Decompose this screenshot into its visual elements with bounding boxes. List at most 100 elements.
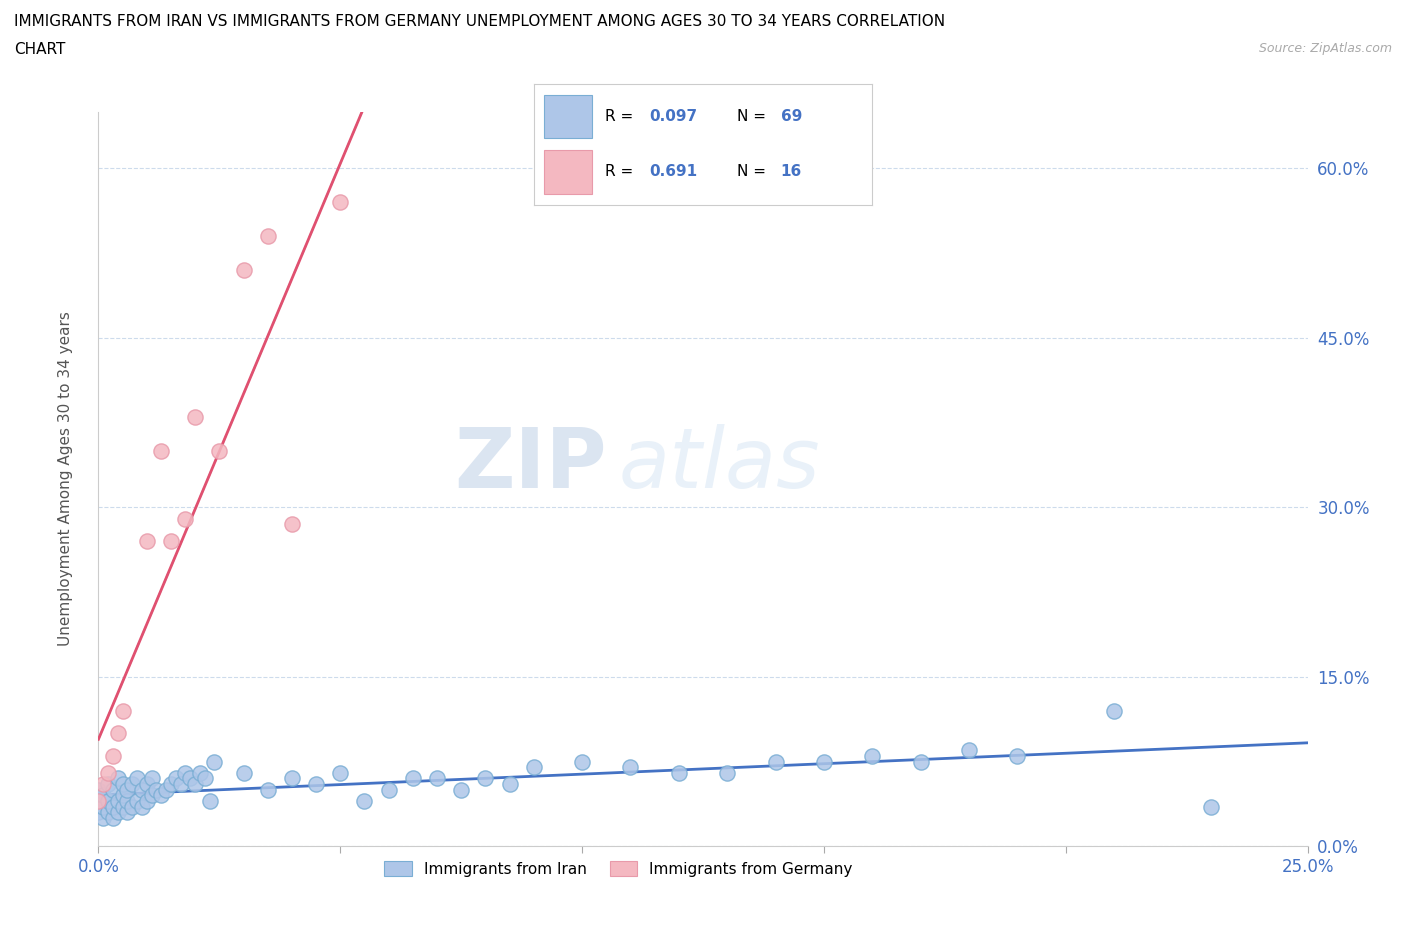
- Point: [107, 725, 129, 740]
- Point: [145, 782, 167, 797]
- Point: [305, 777, 328, 791]
- Point: [498, 777, 520, 791]
- Point: [135, 534, 157, 549]
- Point: [117, 782, 139, 797]
- Point: [87, 805, 110, 820]
- Point: [329, 194, 352, 209]
- Legend: Immigrants from Iran, Immigrants from Germany: Immigrants from Iran, Immigrants from Ge…: [378, 855, 859, 883]
- Point: [135, 793, 157, 808]
- Point: [117, 793, 139, 808]
- Point: [232, 765, 254, 780]
- Point: [1102, 703, 1125, 718]
- Point: [256, 229, 278, 244]
- Point: [91, 811, 114, 826]
- Y-axis label: Unemployment Among Ages 30 to 34 years: Unemployment Among Ages 30 to 34 years: [58, 312, 73, 646]
- Point: [329, 765, 352, 780]
- Point: [141, 771, 163, 786]
- Text: ZIP: ZIP: [454, 424, 606, 505]
- Point: [97, 765, 120, 780]
- Point: [402, 771, 425, 786]
- Point: [101, 782, 124, 797]
- Point: [121, 799, 143, 814]
- Point: [198, 793, 221, 808]
- Point: [668, 765, 690, 780]
- Point: [194, 771, 217, 786]
- Text: 0.097: 0.097: [650, 109, 697, 124]
- Point: [256, 782, 278, 797]
- Point: [426, 771, 449, 786]
- Point: [150, 788, 173, 803]
- Point: [91, 788, 114, 803]
- Bar: [544, 95, 592, 138]
- Point: [127, 771, 149, 786]
- Point: [571, 754, 593, 769]
- Point: [716, 765, 738, 780]
- Point: [111, 799, 134, 814]
- Point: [957, 743, 980, 758]
- Point: [174, 512, 197, 526]
- Point: [169, 777, 191, 791]
- Point: [813, 754, 835, 769]
- Point: [860, 749, 883, 764]
- Point: [111, 777, 134, 791]
- Point: [160, 534, 183, 549]
- Point: [208, 444, 231, 458]
- Point: [619, 760, 641, 775]
- Text: N =: N =: [737, 109, 770, 124]
- Point: [127, 793, 149, 808]
- Point: [150, 444, 173, 458]
- Point: [174, 765, 197, 780]
- Point: [97, 777, 120, 791]
- Point: [131, 799, 153, 814]
- Point: [135, 777, 157, 791]
- Text: 69: 69: [780, 109, 801, 124]
- Point: [97, 805, 120, 820]
- Point: [184, 409, 207, 424]
- Text: R =: R =: [605, 165, 638, 179]
- Point: [281, 517, 304, 532]
- Point: [91, 799, 114, 814]
- Point: [87, 793, 110, 808]
- Point: [97, 793, 120, 808]
- Point: [101, 749, 124, 764]
- Point: [523, 760, 546, 775]
- Point: [87, 793, 110, 808]
- Text: CHART: CHART: [14, 42, 66, 57]
- Point: [101, 811, 124, 826]
- Text: 16: 16: [780, 165, 801, 179]
- Bar: [544, 151, 592, 193]
- Point: [111, 703, 134, 718]
- Text: Source: ZipAtlas.com: Source: ZipAtlas.com: [1258, 42, 1392, 55]
- Point: [179, 771, 201, 786]
- Point: [1007, 749, 1029, 764]
- Point: [107, 771, 129, 786]
- Point: [121, 777, 143, 791]
- Point: [107, 805, 129, 820]
- Point: [765, 754, 787, 769]
- Text: IMMIGRANTS FROM IRAN VS IMMIGRANTS FROM GERMANY UNEMPLOYMENT AMONG AGES 30 TO 34: IMMIGRANTS FROM IRAN VS IMMIGRANTS FROM …: [14, 14, 945, 29]
- Point: [281, 771, 304, 786]
- Point: [155, 782, 177, 797]
- Point: [188, 765, 211, 780]
- Point: [107, 793, 129, 808]
- Point: [474, 771, 496, 786]
- Point: [450, 782, 472, 797]
- Text: atlas: atlas: [619, 424, 820, 505]
- Point: [232, 262, 254, 277]
- Point: [131, 782, 153, 797]
- Point: [165, 771, 187, 786]
- Point: [101, 799, 124, 814]
- Text: 0.691: 0.691: [650, 165, 697, 179]
- Point: [377, 782, 399, 797]
- Point: [91, 777, 114, 791]
- Point: [117, 805, 139, 820]
- Point: [910, 754, 932, 769]
- Point: [1199, 799, 1222, 814]
- Point: [204, 754, 226, 769]
- Point: [111, 788, 134, 803]
- Point: [184, 777, 207, 791]
- Text: R =: R =: [605, 109, 638, 124]
- Point: [87, 782, 110, 797]
- Point: [160, 777, 183, 791]
- Point: [141, 788, 163, 803]
